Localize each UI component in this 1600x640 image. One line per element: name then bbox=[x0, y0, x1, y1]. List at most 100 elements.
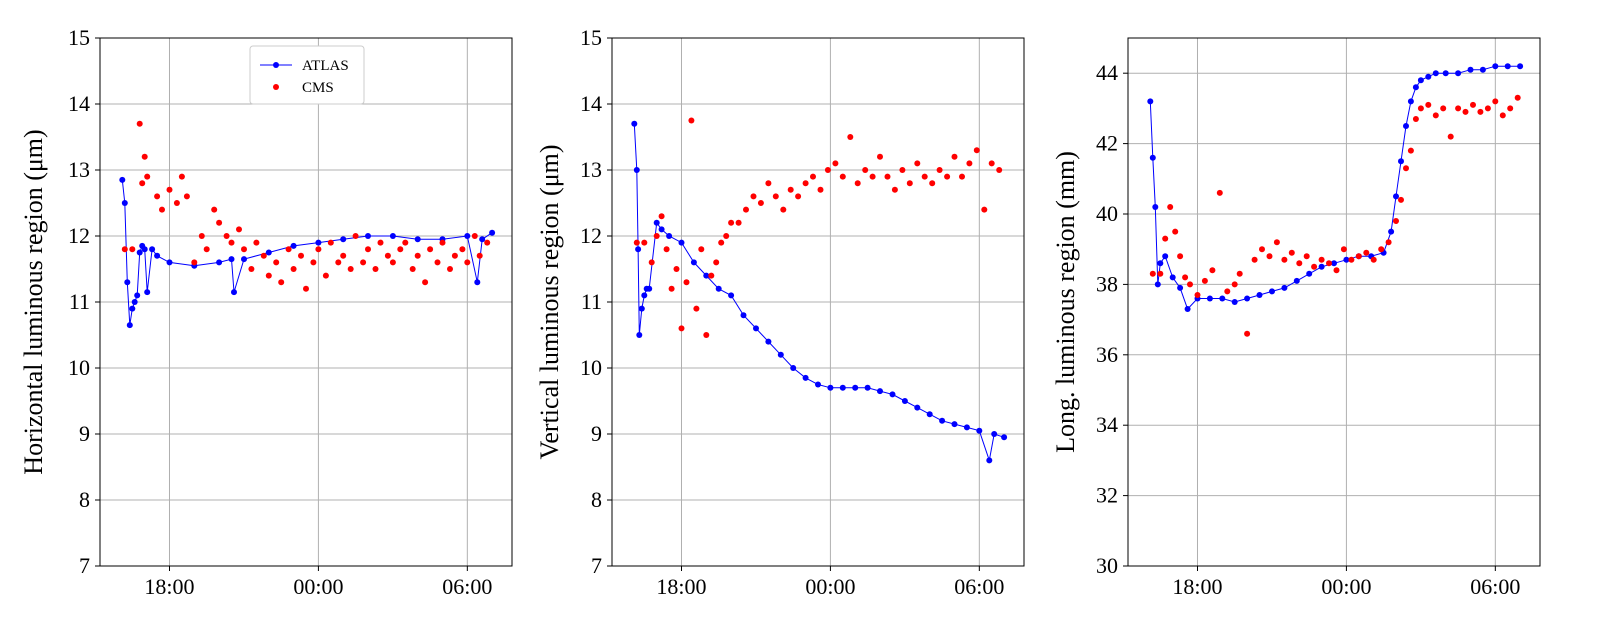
y-tick-label: 9 bbox=[79, 421, 90, 446]
point-cms bbox=[159, 206, 165, 213]
point-cms bbox=[389, 259, 396, 266]
point-atlas bbox=[951, 421, 958, 428]
panel-longitudinal: 30 32 34 36 38 40 42 44 18:00 00:00 06:00 Long. l… bbox=[1051, 37, 1541, 599]
point-cms bbox=[1378, 246, 1385, 253]
point-cms bbox=[484, 239, 491, 246]
point-atlas bbox=[1442, 70, 1449, 77]
point-cms bbox=[166, 186, 173, 193]
point-atlas bbox=[641, 292, 648, 299]
point-cms bbox=[633, 239, 640, 246]
point-atlas bbox=[126, 322, 133, 329]
point-cms bbox=[648, 259, 655, 266]
point-cms bbox=[929, 180, 936, 187]
y-tick-label: 38 bbox=[1096, 271, 1118, 296]
series-cms bbox=[121, 120, 491, 292]
point-cms bbox=[1355, 253, 1362, 260]
point-atlas bbox=[1157, 260, 1164, 267]
point-cms bbox=[787, 186, 794, 193]
point-cms bbox=[1177, 253, 1184, 260]
point-atlas bbox=[1455, 70, 1462, 77]
point-cms bbox=[434, 259, 441, 266]
point-atlas bbox=[877, 388, 883, 395]
x-tick-label: 06:00 bbox=[1470, 574, 1520, 599]
point-atlas bbox=[1244, 295, 1251, 302]
point-cms bbox=[365, 246, 371, 253]
point-cms bbox=[884, 173, 891, 180]
y-tick-label: 13 bbox=[68, 157, 90, 182]
point-cms bbox=[290, 266, 297, 272]
x-tick-label: 18:00 bbox=[1172, 574, 1222, 599]
x-tick-label: 00:00 bbox=[805, 574, 855, 599]
point-cms bbox=[832, 160, 839, 167]
point-cms bbox=[723, 233, 730, 239]
point-cms bbox=[144, 173, 151, 180]
point-atlas bbox=[340, 236, 347, 243]
point-cms bbox=[315, 246, 322, 253]
grid bbox=[100, 37, 512, 567]
point-cms bbox=[708, 272, 715, 279]
point-cms bbox=[743, 206, 749, 213]
point-cms bbox=[203, 246, 210, 253]
series-cms bbox=[1149, 94, 1521, 337]
point-cms bbox=[459, 246, 466, 253]
point-atlas bbox=[1403, 123, 1409, 129]
point-cms bbox=[136, 120, 143, 127]
point-cms bbox=[1236, 270, 1243, 277]
legend: ATLAS CMS bbox=[249, 45, 365, 105]
x-ticks: 18:00 00:00 06:00 bbox=[1172, 566, 1520, 599]
point-cms bbox=[141, 153, 148, 160]
point-atlas bbox=[1425, 73, 1432, 80]
point-atlas bbox=[653, 219, 660, 226]
point-atlas bbox=[131, 299, 138, 305]
point-atlas bbox=[1343, 256, 1350, 263]
point-cms bbox=[1507, 105, 1514, 112]
point-cms bbox=[129, 246, 136, 253]
point-cms bbox=[1281, 256, 1288, 263]
point-cms bbox=[1425, 101, 1432, 108]
point-atlas bbox=[1177, 284, 1184, 291]
point-atlas bbox=[765, 338, 772, 345]
point-atlas bbox=[926, 411, 933, 418]
point-atlas bbox=[1331, 260, 1337, 267]
point-atlas bbox=[1306, 270, 1313, 277]
point-cms bbox=[464, 259, 471, 266]
y-tick-label: 34 bbox=[1096, 412, 1118, 437]
y-tick-label: 13 bbox=[580, 157, 602, 182]
point-atlas bbox=[658, 226, 665, 233]
point-atlas bbox=[241, 256, 247, 263]
point-cms bbox=[191, 259, 198, 266]
point-cms bbox=[1162, 235, 1169, 242]
point-cms bbox=[713, 259, 720, 266]
point-cms bbox=[1303, 253, 1310, 260]
point-cms bbox=[641, 239, 648, 246]
y-tick-label: 32 bbox=[1096, 483, 1118, 508]
point-cms bbox=[750, 193, 757, 200]
point-cms bbox=[340, 252, 347, 259]
point-atlas bbox=[474, 279, 481, 286]
point-cms bbox=[216, 219, 223, 226]
point-atlas bbox=[815, 381, 821, 388]
point-cms bbox=[1470, 101, 1476, 108]
point-cms bbox=[683, 279, 690, 286]
point-cms bbox=[1182, 274, 1189, 281]
point-atlas bbox=[1412, 84, 1419, 91]
point-cms bbox=[384, 252, 391, 259]
point-cms bbox=[810, 173, 816, 180]
panel-vertical: 7 8 9 10 11 12 13 14 15 18:00 00:00 06:00 Vertical… bbox=[535, 25, 1025, 599]
point-cms bbox=[1440, 105, 1447, 112]
point-atlas bbox=[1001, 434, 1008, 441]
point-atlas bbox=[852, 384, 859, 391]
point-atlas bbox=[489, 229, 496, 236]
point-cms bbox=[347, 266, 354, 272]
point-atlas bbox=[1281, 284, 1288, 291]
point-cms bbox=[427, 246, 434, 253]
y-ticks: 7 8 9 10 11 12 13 14 15 bbox=[68, 25, 100, 578]
y-ticks: 7 8 9 10 11 12 13 14 15 bbox=[580, 25, 612, 578]
point-cms bbox=[1167, 204, 1174, 210]
point-cms bbox=[795, 193, 802, 200]
point-cms bbox=[1432, 112, 1439, 119]
legend-cms-label: CMS bbox=[302, 80, 334, 96]
point-cms bbox=[802, 180, 809, 187]
y-tick-label: 12 bbox=[68, 223, 90, 248]
point-cms bbox=[899, 167, 906, 173]
